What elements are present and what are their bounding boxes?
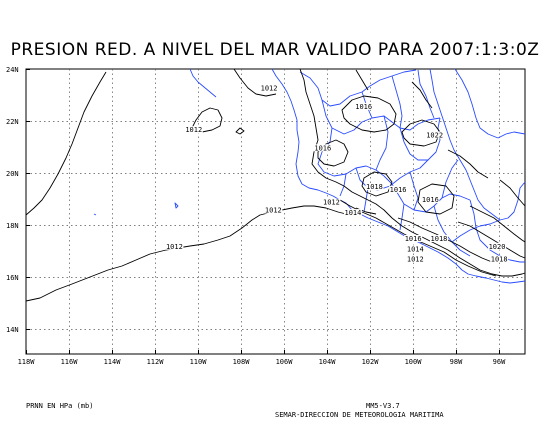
lon-label: 118W [18,358,36,366]
model-version: MM5-V3.7 [366,402,400,410]
lon-label: 100W [405,358,423,366]
lat-label: 18N [6,222,19,230]
organization-credit: SEMAR-DIRECCION DE METEOROLOGIA MARITIMA [275,411,444,419]
map-title: PRESION RED. A NIVEL DEL MAR VALIDO PARA… [10,40,540,60]
lat-label: 16N [6,274,19,282]
isobar-label-bg [322,198,341,206]
isobar-label: 1012 [166,243,183,251]
isobar-label-bg [429,235,448,242]
isobar-1018 [341,95,397,133]
isobar-label: 1016 [405,235,422,243]
lat-labels: 24N 22N 20N 18N 16N 14N [6,66,19,334]
isobars [25,68,526,302]
isobar-label: 1012 [407,256,424,264]
isobar-1016-a [299,68,526,277]
isobar-label-bg [488,242,507,250]
units-note: PRNN EN HPa (mb) [26,402,94,410]
isobar-1012-west [25,205,347,302]
isobar-label-bg [343,209,362,217]
isobar-label: 1012 [323,199,340,207]
lon-label: 116W [61,358,79,366]
isobar-label-bg [184,126,203,134]
isobar-label-bg [365,183,384,191]
lon-label: 98W [450,358,463,366]
isobar-label-bg [354,102,373,110]
lon-label: 108W [233,358,251,366]
isobar-label: 1012 [185,126,202,134]
lat-label: 20N [6,170,19,178]
lon-label: 110W [190,358,208,366]
lon-label: 114W [104,358,122,366]
isobar-label-bg [313,144,332,152]
isobar-label-bg [425,131,444,139]
lat-label: 14N [6,326,19,334]
isobar-label-bg [260,84,279,92]
lon-label: 96W [493,358,506,366]
lat-label: 24N [6,66,19,74]
isobar-1018-b [361,171,393,197]
lon-gridlines [69,69,500,354]
isobar-labels: 1012 1012 1012 1012 1016 1016 1022 1018 1016 1012… [165,84,509,264]
isobar-label-bg [404,235,423,242]
axis-ticks [26,69,500,354]
isobar-label: 1016 [390,186,407,194]
isobar-label: 1018 [431,235,448,243]
isobar-label: 1022 [426,131,443,139]
isobar-1016-c [417,183,455,215]
isobar-label: 1014 [345,209,362,217]
coastlines [93,68,526,284]
isobar-label: 1016 [314,144,331,152]
isobar-label: 1018 [491,256,508,264]
isobar-label-bg [490,255,509,263]
lon-label: 104W [319,358,337,366]
isobar-label-bg [406,255,425,263]
isobar-label-bg [389,185,408,193]
lat-label: 22N [6,118,19,126]
isobar-label: 1014 [407,245,424,253]
lon-label: 112W [147,358,165,366]
isobar-label-bg [264,206,283,214]
lat-gridlines [26,121,525,330]
isobar-label: 1020 [489,243,506,251]
isobar-label-bg [406,245,425,253]
lon-label: 102W [362,358,380,366]
isobar-label: 1016 [422,196,439,204]
lon-labels: 118W 116W 114W 112W 110W 108W 106W 104W … [18,358,507,366]
isobar-1016-b [317,139,349,167]
isobar-1012-nw [25,71,107,216]
isobar-label-bg [165,242,184,250]
lon-label: 106W [276,358,294,366]
isobar-label: 1012 [261,85,278,93]
isobar-label: 1016 [355,103,372,111]
isobar-label: 1018 [366,183,383,191]
isobar-label: 1012 [265,207,282,215]
isobar-label-bg [421,196,440,204]
map-frame [25,68,526,355]
